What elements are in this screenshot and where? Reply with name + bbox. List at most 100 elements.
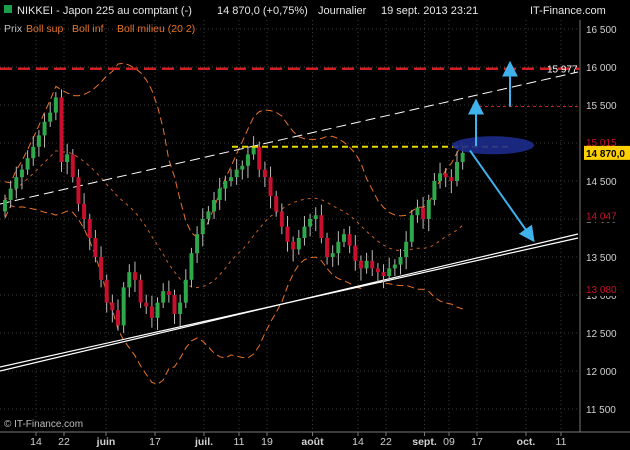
candle-down	[138, 279, 143, 303]
target-arrow-down	[469, 150, 535, 243]
candle-up	[240, 165, 245, 170]
candle-up	[387, 268, 392, 276]
candle-up	[364, 260, 369, 269]
bollinger-lower-line	[4, 205, 463, 385]
candle-up	[245, 154, 250, 166]
candle-down	[59, 97, 64, 162]
candle-down	[116, 310, 120, 326]
date-axis: 14 22 juin 17 juil. 11 19 août 14 22 sept. 09 17 oct.…	[30, 432, 567, 448]
datetime-label: 19 sept. 2013 23:21	[381, 5, 478, 17]
candle-down	[104, 279, 109, 303]
candle-down	[319, 215, 324, 238]
candlestick-series	[3, 89, 465, 333]
candle-up	[53, 97, 58, 113]
candle-up	[19, 169, 24, 178]
candle-down	[76, 177, 81, 204]
price-tick-label: 16 000	[586, 63, 617, 74]
price-tick-label: 11 500	[586, 405, 616, 416]
target-zone-ellipse	[452, 136, 534, 155]
candle-up	[3, 200, 7, 212]
candle-down	[257, 146, 262, 170]
candle-up	[223, 181, 228, 189]
legend-price-label: Prix	[4, 23, 23, 35]
bollinger-middle-line	[4, 150, 464, 289]
candle-down	[99, 257, 104, 280]
candle-down	[291, 241, 296, 250]
candle-down	[132, 272, 137, 280]
candle-down	[381, 272, 386, 276]
price-label-box	[584, 134, 630, 149]
candle-up	[342, 234, 346, 242]
candle-up	[229, 177, 233, 181]
candle-down	[93, 238, 98, 257]
candle-up	[155, 302, 160, 318]
candle-up	[178, 302, 183, 314]
lower-trend-line-inner	[0, 237, 579, 368]
candle-down	[375, 268, 380, 273]
candle-down	[144, 302, 149, 307]
candle-down	[370, 260, 375, 269]
candle-up	[217, 188, 222, 200]
copyright-label: © IT-Finance.com	[4, 419, 83, 430]
instrument-marker-icon	[4, 5, 12, 13]
date-tick-label: 22	[58, 436, 70, 448]
analysis-overlays	[0, 60, 580, 243]
candle-up	[48, 112, 53, 122]
date-tick-label: 09	[443, 436, 455, 448]
price-tick-label: 12 000	[586, 367, 617, 378]
price-level-label: 15 977	[547, 65, 578, 76]
source-label: IT-Finance.com	[530, 5, 606, 17]
candle-down	[82, 203, 87, 219]
title-bar	[0, 0, 630, 18]
date-tick-label: août	[301, 436, 324, 448]
date-tick-label: 17	[149, 436, 161, 448]
candle-up	[336, 241, 341, 254]
price-label-box	[584, 145, 630, 160]
candle-up	[183, 279, 188, 303]
candle-up	[460, 152, 465, 162]
candle-up	[409, 215, 414, 242]
price-tick-label: 16 500	[586, 25, 617, 36]
candle-up	[455, 162, 459, 181]
price-label-box	[584, 208, 630, 223]
bollinger-bands	[4, 62, 464, 385]
price-level-label: 13 080	[586, 285, 617, 296]
candle-up	[313, 215, 318, 219]
legend-boll-sup: Boll sup	[26, 23, 64, 35]
candle-up	[398, 257, 403, 265]
legend-boll-inf: Boll inf	[72, 23, 104, 35]
candle-up	[234, 169, 239, 178]
candle-up	[127, 272, 132, 288]
candle-up	[438, 173, 443, 181]
date-tick-label: 19	[261, 436, 273, 448]
candle-down	[421, 207, 426, 219]
candle-down	[149, 306, 154, 318]
candle-up	[426, 200, 431, 219]
candle-down	[449, 177, 454, 181]
price-tick-label: 13 000	[586, 291, 617, 302]
candle-up	[121, 287, 126, 326]
candle-up	[195, 234, 200, 254]
date-tick-label: 17	[471, 436, 483, 448]
price-tick-label: 13 500	[586, 253, 617, 264]
instrument-name: NIKKEI - Japon 225 au comptant (-)	[17, 5, 192, 17]
candle-up	[415, 207, 420, 216]
candle-up	[330, 253, 335, 257]
candle-up	[296, 238, 301, 250]
last-price-change: 14 870,0 (+0,75%)	[217, 5, 308, 17]
date-tick-label: 11	[234, 436, 245, 448]
date-tick-label: sept.	[412, 436, 437, 448]
candle-down	[172, 295, 177, 314]
date-tick-label: oct.	[517, 436, 536, 448]
candle-down	[285, 226, 290, 242]
candle-up	[432, 181, 437, 200]
price-tick-label: 14 500	[586, 177, 617, 188]
candle-up	[308, 219, 313, 227]
candle-up	[65, 154, 70, 162]
date-tick-label: 14	[352, 436, 364, 448]
bollinger-upper-line	[4, 62, 464, 238]
date-tick-label: 11	[556, 436, 567, 448]
date-tick-label: juil.	[194, 436, 213, 448]
candle-up	[404, 241, 409, 257]
